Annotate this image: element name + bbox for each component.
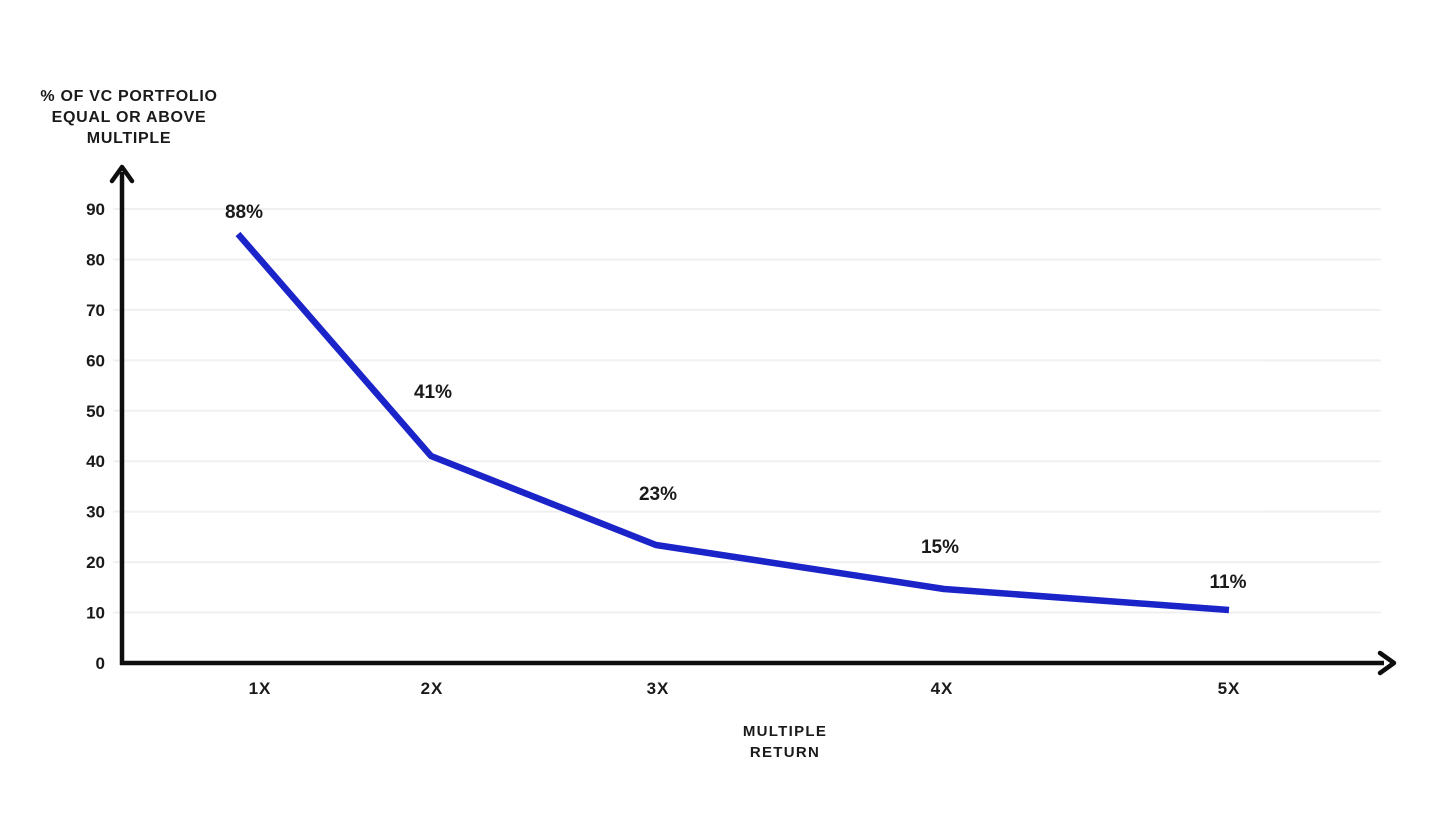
y-tick-label: 0	[96, 654, 105, 673]
data-point-label: 88%	[225, 202, 263, 223]
y-axis-title: % OF VC PORTFOLIO EQUAL OR ABOVE MULTIPL…	[40, 88, 218, 147]
y-tick-label: 80	[86, 250, 105, 269]
y-tick-label: 20	[86, 553, 105, 572]
y-tick-label: 50	[86, 402, 105, 421]
x-tick-label: 5X	[1218, 679, 1241, 698]
y-tick-label: 40	[86, 452, 105, 471]
y-tick-label: 10	[86, 604, 105, 623]
x-tick-label: 3X	[647, 679, 670, 698]
data-point-label: 15%	[921, 537, 959, 558]
y-tick-label: 60	[86, 351, 105, 370]
x-axis-arrowhead	[1377, 650, 1397, 676]
data-point-label: 41%	[414, 382, 452, 403]
data-line	[235, 231, 1230, 614]
data-point-label: 23%	[639, 484, 677, 505]
y-tick-label: 90	[86, 200, 105, 219]
x-tick-label: 2X	[421, 679, 444, 698]
y-axis-arrowhead	[109, 164, 135, 184]
x-tick-label: 4X	[931, 679, 954, 698]
y-tick-label: 70	[86, 301, 105, 320]
x-axis-title: MULTIPLE RETURN	[742, 723, 828, 761]
y-tick-label: 30	[86, 503, 105, 522]
x-tick-label: 1X	[249, 679, 272, 698]
data-point-label: 11%	[1210, 572, 1247, 593]
